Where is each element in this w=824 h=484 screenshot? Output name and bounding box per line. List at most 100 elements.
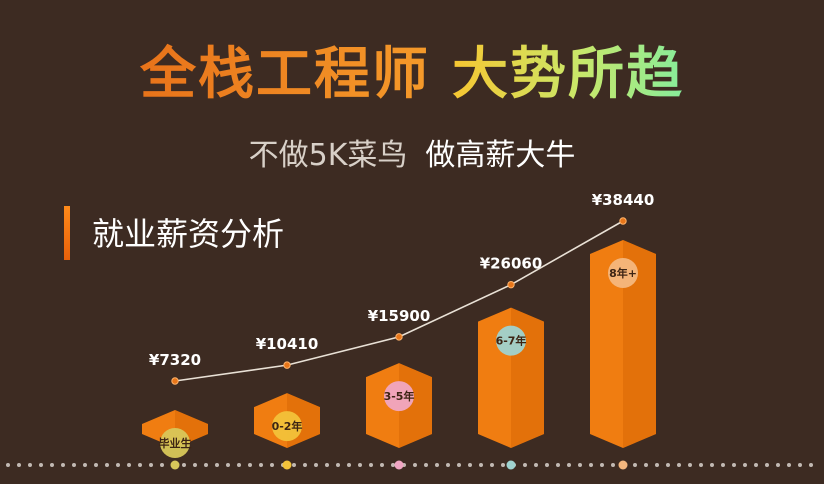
pagination-dot <box>50 463 54 467</box>
pagination-dot <box>380 463 384 467</box>
pagination-dot <box>688 463 692 467</box>
pagination-dot <box>644 463 648 467</box>
pagination-dot <box>160 463 164 467</box>
pagination-dot <box>369 463 373 467</box>
trend-point-1 <box>171 377 179 385</box>
pagination-dot <box>292 463 296 467</box>
pagination-dot <box>666 463 670 467</box>
pagination-dot <box>226 463 230 467</box>
page-subtitle: 不做5K菜鸟 做高薪大牛 <box>0 136 824 176</box>
pagination-dot <box>435 463 439 467</box>
pagination-dot <box>765 463 769 467</box>
pagination-dot <box>490 463 494 467</box>
pagination-dot <box>105 463 109 467</box>
category-badge-2 <box>272 411 302 442</box>
category-badge-5 <box>608 258 638 288</box>
subtitle-part-2: 做高薪大牛 <box>425 138 576 173</box>
pagination-dot <box>446 463 450 467</box>
pagination-dot <box>358 463 362 467</box>
pagination-dot <box>83 463 87 467</box>
pagination-dot <box>567 463 571 467</box>
pagination-dot <box>182 463 186 467</box>
value-label-5: ¥38440 <box>592 191 655 209</box>
pagination-dot <box>325 463 329 467</box>
pagination-dot <box>28 463 32 467</box>
pagination-dot-active-1 <box>170 460 180 470</box>
trend-point-3 <box>395 333 403 341</box>
pagination-dot-active-5 <box>618 460 628 470</box>
pagination-dot <box>424 463 428 467</box>
category-badge-4 <box>496 325 526 356</box>
pagination-dot <box>116 463 120 467</box>
pagination-dot <box>809 463 813 467</box>
pagination-dot <box>721 463 725 467</box>
pagination-dot-active-2 <box>282 460 292 470</box>
pagination-dot <box>204 463 208 467</box>
category-badge-3 <box>384 381 414 412</box>
pagination-dot <box>6 463 10 467</box>
pagination-dot <box>303 463 307 467</box>
pagination-dot <box>72 463 76 467</box>
pagination-dot <box>193 463 197 467</box>
pagination-dot <box>457 463 461 467</box>
pagination-dot <box>677 463 681 467</box>
pagination-dot <box>138 463 142 467</box>
pagination-dot <box>336 463 340 467</box>
pagination-dot <box>314 463 318 467</box>
pagination-dot <box>545 463 549 467</box>
pagination-dots <box>6 460 813 470</box>
category-label-4: 6-7年 <box>496 334 527 348</box>
pagination-dot-active-4 <box>506 460 516 470</box>
pagination-dot <box>270 463 274 467</box>
trend-line <box>174 220 624 382</box>
subtitle-part-1: 不做5K菜鸟 <box>248 138 408 173</box>
pagination-dot <box>215 463 219 467</box>
pagination-dot <box>754 463 758 467</box>
pagination-dot <box>259 463 263 467</box>
pagination-dot <box>655 463 659 467</box>
pagination-dot <box>413 463 417 467</box>
category-badge-1 <box>160 428 190 458</box>
value-label-1: ¥7320 <box>149 351 201 369</box>
pagination-dot-active-3 <box>394 460 404 470</box>
pagination-dot <box>479 463 483 467</box>
pagination-dot <box>534 463 538 467</box>
pagination-dot <box>633 463 637 467</box>
category-label-3: 3-5年 <box>384 389 415 403</box>
category-label-1: 毕业生 <box>159 436 192 450</box>
pagination-dot <box>61 463 65 467</box>
trend-point-5 <box>619 217 627 225</box>
pagination-dot <box>94 463 98 467</box>
page-title: 全栈工程师 大势所趋 <box>0 40 824 110</box>
title-part-1: 全栈工程师 <box>140 42 430 107</box>
section-accent-bar <box>64 206 70 260</box>
pagination-dot <box>787 463 791 467</box>
pagination-dot <box>237 463 241 467</box>
pagination-dot <box>600 463 604 467</box>
pagination-dot <box>556 463 560 467</box>
trend-point-2 <box>283 361 291 369</box>
pagination-dot <box>776 463 780 467</box>
title-part-2: 大势所趋 <box>452 42 684 107</box>
value-label-3: ¥15900 <box>368 307 431 325</box>
pagination-dot <box>699 463 703 467</box>
pagination-dot <box>743 463 747 467</box>
bar-shade-5 <box>623 240 656 448</box>
pagination-dot <box>391 463 395 467</box>
value-label-2: ¥10410 <box>256 335 319 353</box>
value-label-4: ¥26060 <box>480 255 543 273</box>
pagination-dot <box>248 463 252 467</box>
pagination-dot <box>578 463 582 467</box>
pagination-dot <box>149 463 153 467</box>
pagination-dot <box>501 463 505 467</box>
trend-point-4 <box>507 280 515 289</box>
pagination-dot <box>611 463 615 467</box>
section-title: 就业薪资分析 <box>92 215 285 253</box>
pagination-dot <box>732 463 736 467</box>
pagination-dot <box>17 463 21 467</box>
pagination-dot <box>523 463 527 467</box>
pagination-dot <box>347 463 351 467</box>
pagination-dot <box>127 463 131 467</box>
pagination-dot <box>710 463 714 467</box>
